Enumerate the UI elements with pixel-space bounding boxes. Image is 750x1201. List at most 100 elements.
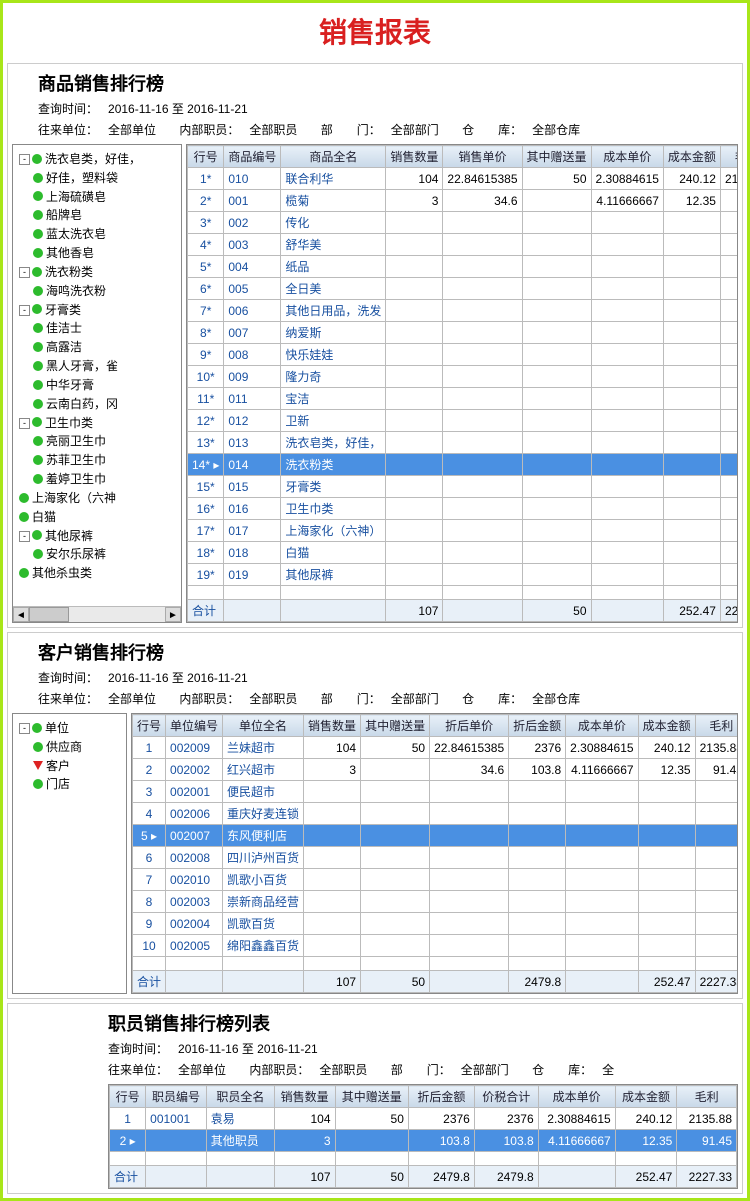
table-row[interactable]: 3002001便民超市: [133, 781, 739, 803]
table-row[interactable]: 10*009隆力奇: [188, 366, 739, 388]
tree-node[interactable]: 高露洁: [15, 337, 179, 356]
tree-node[interactable]: 好佳，塑料袋: [15, 168, 179, 187]
table-row[interactable]: 2*001榄菊334.64.1166666712.3591.45: [188, 190, 739, 212]
tree-node[interactable]: 苏菲卫生巾: [15, 450, 179, 469]
column-header[interactable]: 折后金额: [408, 1086, 474, 1108]
column-header[interactable]: 行号: [188, 146, 224, 168]
table-row[interactable]: 6*005全日美: [188, 278, 739, 300]
column-header[interactable]: 其中赠送量: [335, 1086, 408, 1108]
tree-toggle-icon[interactable]: -: [19, 531, 30, 542]
column-header[interactable]: 成本单价: [591, 146, 663, 168]
tree-node[interactable]: 上海硫磺皂: [15, 187, 179, 206]
table-row[interactable]: 12*012卫新: [188, 410, 739, 432]
tree-node[interactable]: -其他尿裤: [15, 526, 179, 545]
column-header[interactable]: 其中赠送量: [522, 146, 591, 168]
tree-node[interactable]: -洗衣皂类，好佳，: [15, 149, 179, 168]
table-row[interactable]: 15*015牙膏类: [188, 476, 739, 498]
tree-node[interactable]: 其他杀虫类: [15, 563, 179, 582]
column-header[interactable]: 成本单价: [538, 1086, 615, 1108]
tree-node[interactable]: 羞婷卫生巾: [15, 469, 179, 488]
column-header[interactable]: 行号: [110, 1086, 146, 1108]
column-header[interactable]: 单位编号: [166, 715, 223, 737]
column-header[interactable]: 行号: [133, 715, 166, 737]
product-tree-pane[interactable]: -洗衣皂类，好佳，好佳，塑料袋上海硫磺皂船牌皂蓝太洗衣皂其他香皂-洗衣粉类海鸣洗…: [12, 144, 182, 623]
tree-toggle-icon[interactable]: -: [19, 305, 30, 316]
table-row[interactable]: 7002010凯歌小百货: [133, 869, 739, 891]
tree-node[interactable]: 中华牙膏: [15, 375, 179, 394]
table-row[interactable]: 10002005绵阳鑫鑫百货: [133, 935, 739, 957]
column-header[interactable]: 销售数量: [274, 1086, 335, 1108]
tree-toggle-icon[interactable]: -: [19, 267, 30, 278]
table-row[interactable]: 4*003舒华美: [188, 234, 739, 256]
column-header[interactable]: 商品全名: [281, 146, 386, 168]
tree-toggle-icon[interactable]: -: [19, 154, 30, 165]
tree-node[interactable]: 上海家化（六神: [15, 488, 179, 507]
column-header[interactable]: 销售数量: [304, 715, 361, 737]
tree-node[interactable]: 供应商: [15, 737, 124, 756]
tree-node[interactable]: 安尔乐尿裤: [15, 544, 179, 563]
tree-node[interactable]: 其他香皂: [15, 243, 179, 262]
table-row[interactable]: 5 ▸002007东风便利店: [133, 825, 739, 847]
tree-toggle-icon[interactable]: -: [19, 418, 30, 429]
tree-node[interactable]: -卫生巾类: [15, 413, 179, 432]
table-row[interactable]: 18*018白猫: [188, 542, 739, 564]
column-header[interactable]: 销售数量: [386, 146, 443, 168]
column-header[interactable]: 成本金额: [615, 1086, 677, 1108]
column-header[interactable]: 销售单价: [443, 146, 522, 168]
tree-scrollbar[interactable]: ◄ ►: [13, 606, 181, 622]
table-row[interactable]: 5*004纸品: [188, 256, 739, 278]
column-header[interactable]: 毛利: [677, 1086, 737, 1108]
table-row[interactable]: 3*002传化: [188, 212, 739, 234]
scroll-thumb[interactable]: [29, 607, 69, 622]
table-row[interactable]: 14* ▸014洗衣粉类: [188, 454, 739, 476]
table-row[interactable]: 8*007纳爱斯: [188, 322, 739, 344]
column-header[interactable]: 成本金额: [638, 715, 695, 737]
table-row[interactable]: 4002006重庆好麦连锁: [133, 803, 739, 825]
tree-node[interactable]: 蓝太洗衣皂: [15, 224, 179, 243]
table-row[interactable]: 2 ▸其他职员3103.8103.84.1166666712.3591.45: [110, 1130, 737, 1152]
tree-node[interactable]: 白猫: [15, 507, 179, 526]
table-row[interactable]: 11*011宝洁: [188, 388, 739, 410]
column-header[interactable]: 折后单价: [430, 715, 509, 737]
column-header[interactable]: 成本金额: [663, 146, 720, 168]
column-header[interactable]: 单位全名: [223, 715, 304, 737]
tree-node[interactable]: -牙膏类: [15, 300, 179, 319]
table-row[interactable]: 9002004凯歌百货: [133, 913, 739, 935]
table-row[interactable]: 2002002红兴超市334.6103.84.1166666712.3591.4…: [133, 759, 739, 781]
table-row[interactable]: 13*013洗衣皂类，好佳，: [188, 432, 739, 454]
table-row[interactable]: 1001001袁易10450237623762.30884615240.1221…: [110, 1108, 737, 1130]
table-row[interactable]: 1*010联合利华10422.84615385502.30884615240.1…: [188, 168, 739, 190]
column-header[interactable]: 其中赠送量: [361, 715, 430, 737]
tree-node[interactable]: -洗衣粉类: [15, 262, 179, 281]
column-header[interactable]: 职员全名: [206, 1086, 274, 1108]
tree-node[interactable]: 客户: [15, 756, 124, 775]
tree-node[interactable]: 海鸣洗衣粉: [15, 281, 179, 300]
tree-node[interactable]: 佳洁士: [15, 318, 179, 337]
cell-name: 纳爱斯: [281, 322, 386, 344]
column-header[interactable]: 成本单价: [566, 715, 638, 737]
tree-toggle-icon[interactable]: -: [19, 723, 30, 734]
column-header[interactable]: 折后金额: [509, 715, 566, 737]
scroll-right-icon[interactable]: ►: [165, 607, 181, 622]
table-row[interactable]: 19*019其他尿裤: [188, 564, 739, 586]
column-header[interactable]: 价税合计: [474, 1086, 538, 1108]
tree-node[interactable]: 门店: [15, 774, 124, 793]
table-row[interactable]: 6002008四川泸州百货: [133, 847, 739, 869]
tree-node[interactable]: 黑人牙膏，雀: [15, 356, 179, 375]
table-row[interactable]: 9*008快乐娃娃: [188, 344, 739, 366]
tree-node[interactable]: 船牌皂: [15, 205, 179, 224]
table-row[interactable]: 1002009兰妹超市1045022.8461538523762.3088461…: [133, 737, 739, 759]
column-header[interactable]: 商品编号: [224, 146, 281, 168]
tree-node[interactable]: 亮丽卫生巾: [15, 431, 179, 450]
column-header[interactable]: 职员编号: [146, 1086, 207, 1108]
table-row[interactable]: 7*006其他日用品，洗发: [188, 300, 739, 322]
customer-tree-pane[interactable]: -单位供应商客户门店: [12, 713, 127, 994]
scroll-left-icon[interactable]: ◄: [13, 607, 29, 622]
table-row[interactable]: 8002003崇新商品经营: [133, 891, 739, 913]
table-row[interactable]: 17*017上海家化（六神）: [188, 520, 739, 542]
column-header[interactable]: 毛利: [695, 715, 738, 737]
tree-node[interactable]: -单位: [15, 718, 124, 737]
column-header[interactable]: 毛利: [720, 146, 738, 168]
tree-node[interactable]: 云南白药，冈: [15, 394, 179, 413]
table-row[interactable]: 16*016卫生巾类: [188, 498, 739, 520]
